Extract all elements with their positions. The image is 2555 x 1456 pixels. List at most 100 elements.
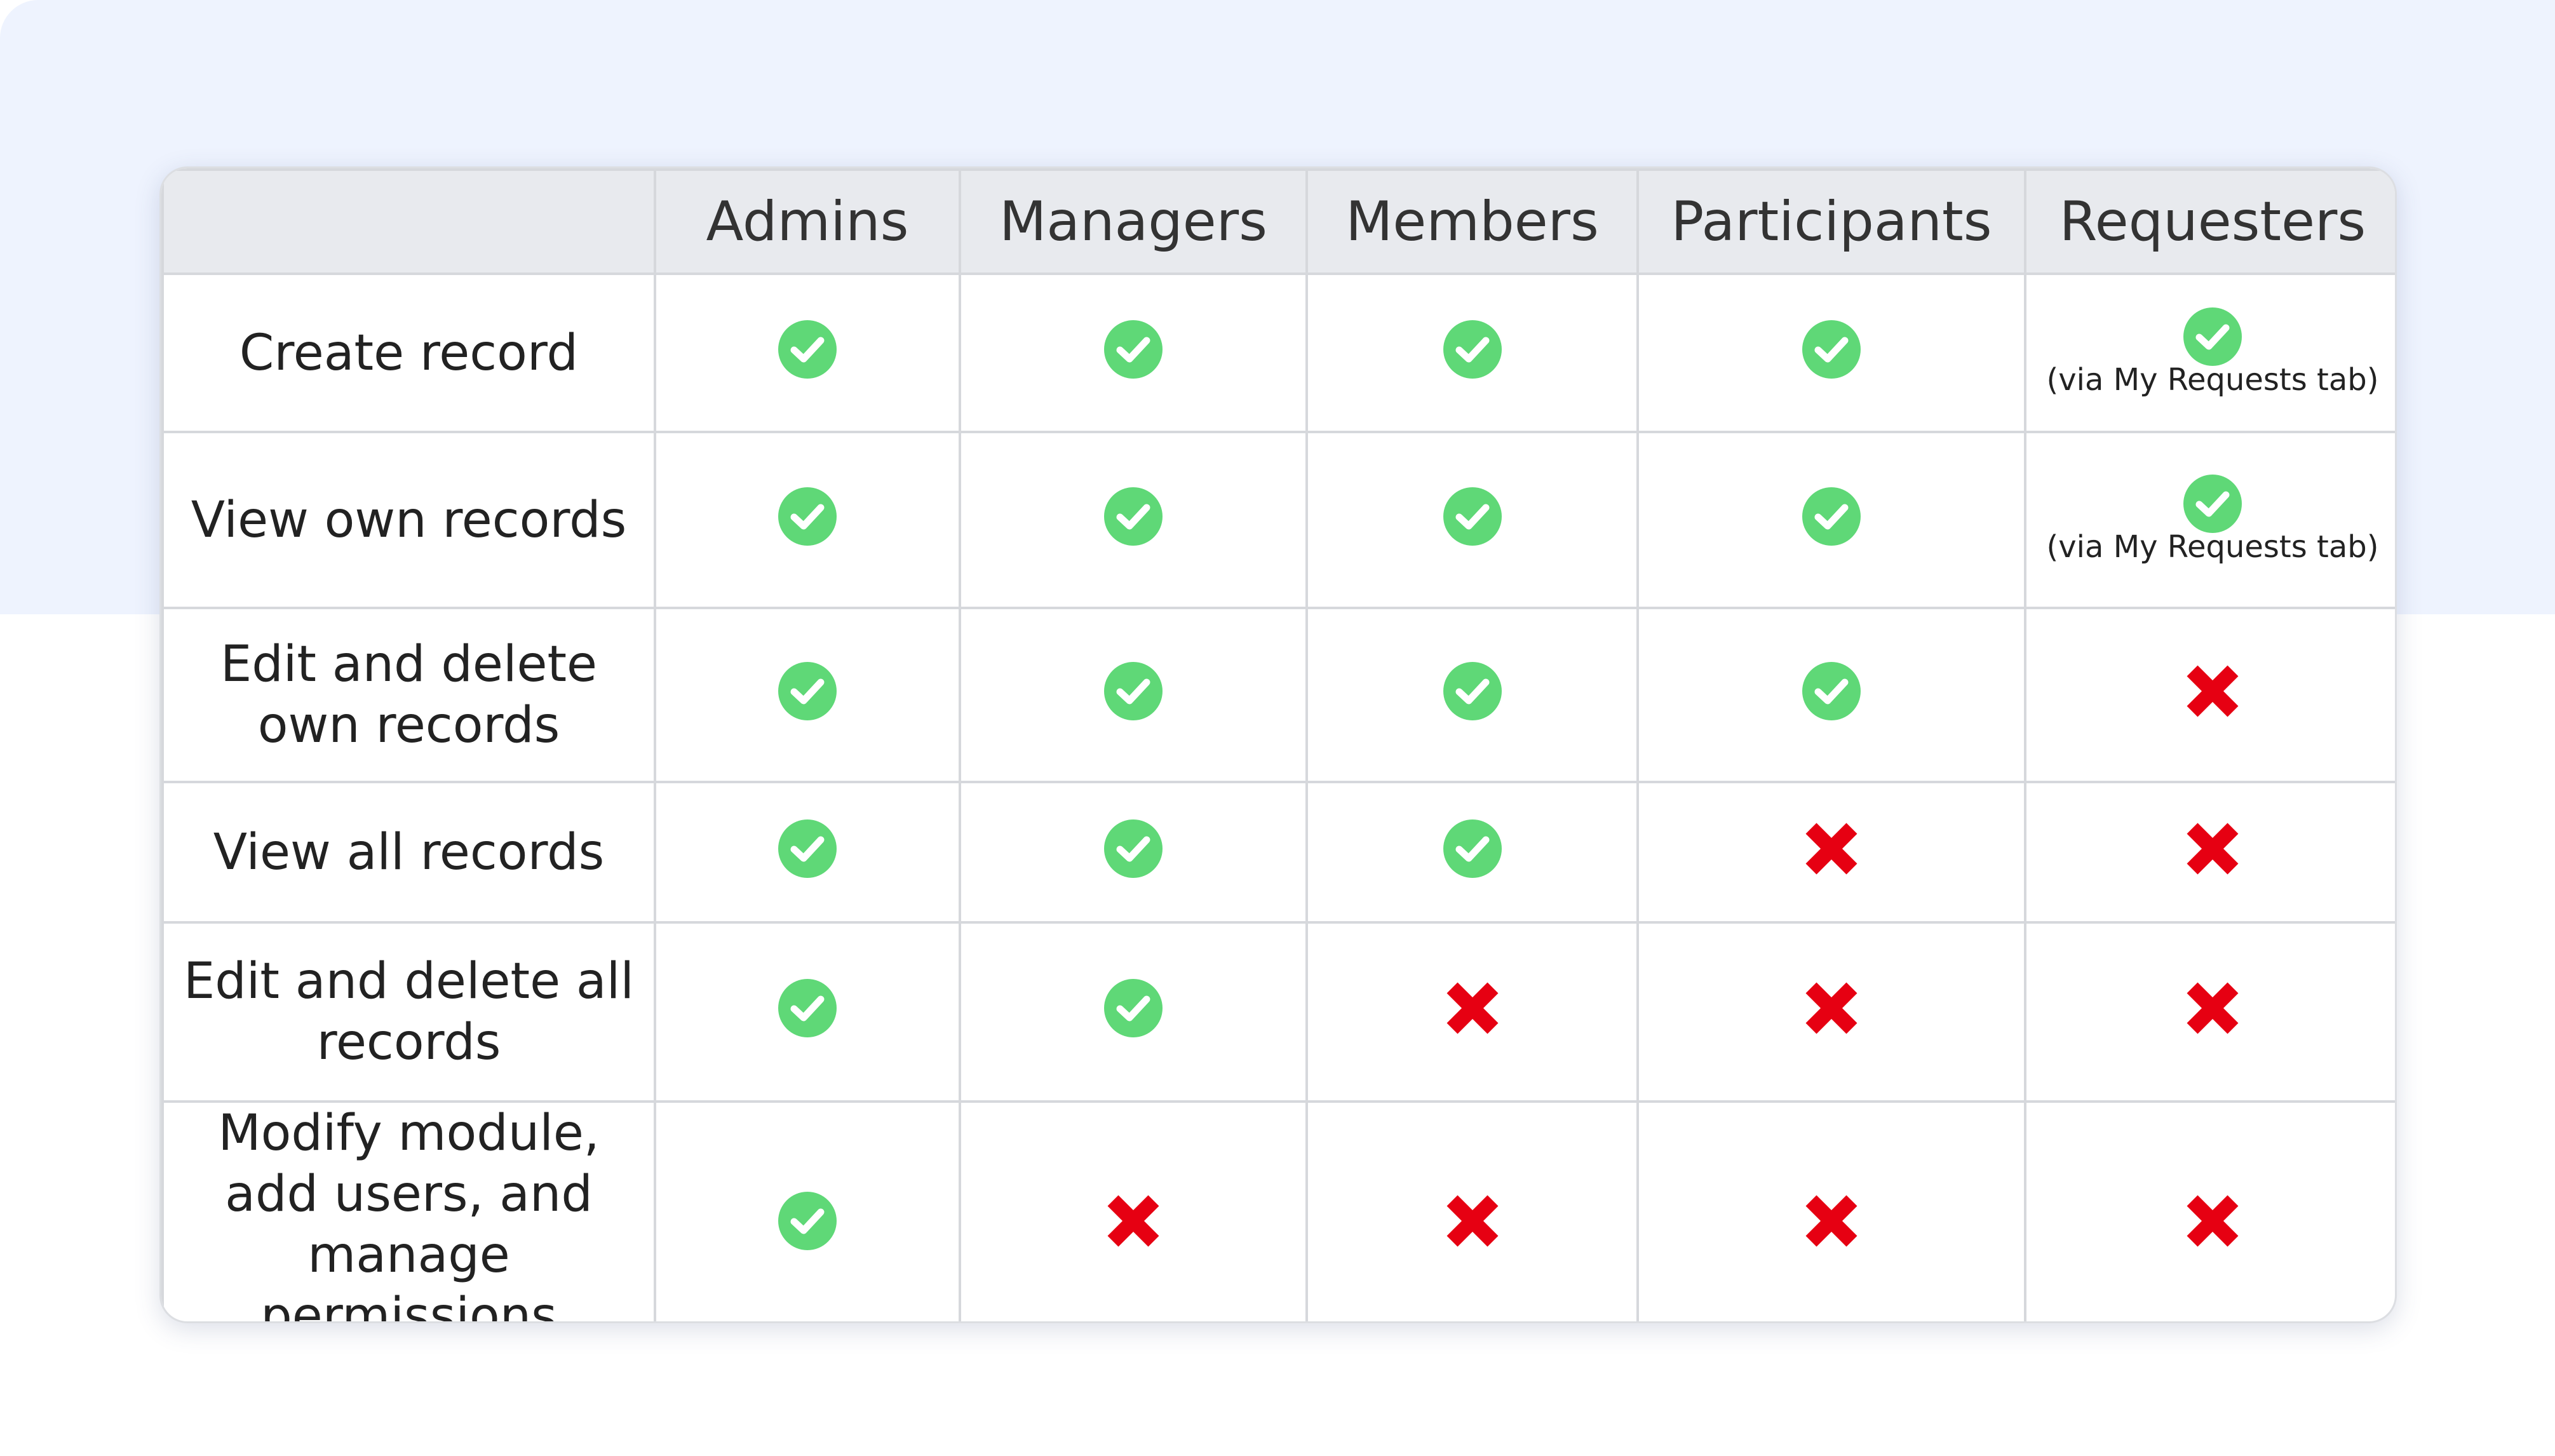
table-row: Create record (via My Requests tab) xyxy=(161,273,2395,433)
table-row: View own records (via My Requests tab) xyxy=(161,431,2395,609)
cross-mark xyxy=(2187,823,2239,874)
icon xyxy=(2183,307,2242,366)
permission-cell xyxy=(1305,921,1639,1103)
cross-mark xyxy=(2187,665,2239,717)
cross-mark xyxy=(2187,1195,2239,1247)
icon xyxy=(778,979,837,1037)
permission-cell xyxy=(654,1100,961,1321)
check-circle xyxy=(778,819,837,878)
permission-cell xyxy=(1305,273,1639,433)
check-mark xyxy=(790,995,825,1021)
row-label: View all records xyxy=(161,781,656,924)
check-mark xyxy=(1814,337,1849,362)
row-label: Edit and delete own records xyxy=(161,607,656,783)
icon xyxy=(2183,474,2242,533)
check-mark xyxy=(1116,995,1150,1021)
check-circle xyxy=(2183,307,2242,366)
permission-cell xyxy=(1636,781,2026,924)
check-mark xyxy=(1814,504,1849,529)
icon xyxy=(778,662,837,720)
icon xyxy=(2187,665,2239,717)
icon xyxy=(1443,320,1502,379)
check-mark xyxy=(790,1208,825,1234)
icon xyxy=(1443,662,1502,720)
cross-mark xyxy=(1805,1195,1857,1247)
check-mark xyxy=(1455,337,1489,362)
check-mark xyxy=(1116,678,1150,704)
permission-cell xyxy=(1636,273,2026,433)
check-circle xyxy=(1104,662,1163,720)
check-mark xyxy=(1116,504,1150,529)
icon xyxy=(778,487,837,546)
cross-mark xyxy=(1446,982,1498,1034)
icon xyxy=(1104,662,1163,720)
permission-cell xyxy=(1636,921,2026,1103)
icon xyxy=(2187,1195,2239,1247)
icon xyxy=(1104,487,1163,546)
cross-mark xyxy=(1805,823,1857,874)
icon xyxy=(778,819,837,878)
cross-mark xyxy=(2187,982,2239,1034)
check-circle xyxy=(1104,979,1163,1037)
column-header: Admins xyxy=(654,168,961,275)
icon xyxy=(1802,662,1861,720)
table-row: Edit and delete all records xyxy=(161,921,2395,1103)
column-header: Managers xyxy=(959,168,1308,275)
icon xyxy=(2187,823,2239,874)
check-circle xyxy=(2183,474,2242,533)
permission-cell xyxy=(959,921,1308,1103)
permission-cell xyxy=(2024,921,2395,1103)
header-cell xyxy=(161,168,656,275)
check-circle xyxy=(778,662,837,720)
check-mark xyxy=(1455,504,1489,529)
check-mark xyxy=(2195,324,2230,349)
check-mark xyxy=(790,836,825,861)
icon xyxy=(1443,819,1502,878)
permission-cell xyxy=(959,607,1308,783)
column-header: Participants xyxy=(1636,168,2026,275)
check-mark xyxy=(1455,678,1489,704)
check-mark xyxy=(2195,491,2230,516)
permission-cell xyxy=(2024,1100,2395,1321)
icon xyxy=(778,1192,837,1250)
permission-cell xyxy=(1305,1100,1639,1321)
check-circle xyxy=(778,320,837,379)
check-circle xyxy=(778,487,837,546)
table-row: View all records xyxy=(161,781,2395,924)
header-row: Admins Managers Members Participants Request… xyxy=(161,168,2395,275)
permission-cell: (via My Requests tab) xyxy=(2024,431,2395,609)
check-circle xyxy=(1443,487,1502,546)
check-circle xyxy=(1802,662,1861,720)
permission-cell xyxy=(654,431,961,609)
cross-mark xyxy=(1107,1195,1159,1247)
check-mark xyxy=(790,678,825,704)
icon xyxy=(1446,1195,1498,1247)
permission-cell xyxy=(959,1100,1308,1321)
icon xyxy=(1104,979,1163,1037)
row-label: Edit and delete all records xyxy=(161,921,656,1103)
permission-cell xyxy=(1636,431,2026,609)
table: Admins Managers Members Participants Request… xyxy=(161,168,2395,1321)
icon xyxy=(1805,1195,1857,1247)
permission-cell xyxy=(1305,781,1639,924)
row-label: Modify module, add users, and manage per… xyxy=(161,1100,656,1321)
icon xyxy=(1104,819,1163,878)
check-circle xyxy=(1443,320,1502,379)
check-circle xyxy=(1104,487,1163,546)
note: (via My Requests tab) xyxy=(2046,529,2379,565)
icon xyxy=(778,320,837,379)
icon xyxy=(1805,823,1857,874)
table-row: Modify module, add users, and manage per… xyxy=(161,1100,2395,1321)
check-mark xyxy=(1814,678,1849,704)
permissions-table: Admins Managers Members Participants Request… xyxy=(159,166,2397,1323)
permission-cell xyxy=(1636,1100,2026,1321)
check-circle xyxy=(1443,662,1502,720)
permission-cell xyxy=(1305,607,1639,783)
check-mark xyxy=(1455,836,1489,861)
check-mark xyxy=(790,504,825,529)
check-circle xyxy=(1104,819,1163,878)
permission-cell xyxy=(959,431,1308,609)
check-circle xyxy=(1802,320,1861,379)
permission-cell xyxy=(959,273,1308,433)
